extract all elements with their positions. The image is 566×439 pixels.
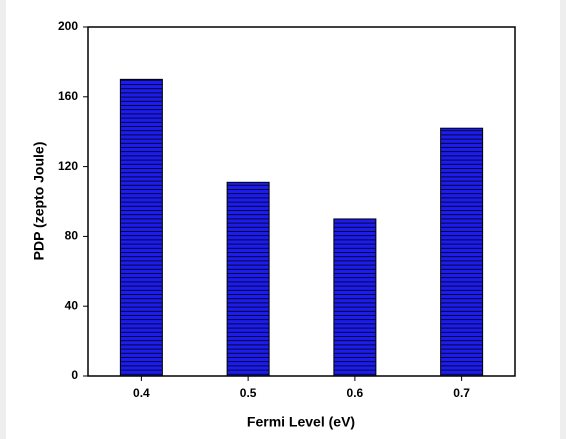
x-tick-label: 0.5 — [240, 386, 257, 400]
bar — [119, 78, 163, 377]
y-tick-label: 80 — [65, 229, 79, 243]
y-tick-label: 160 — [58, 89, 78, 103]
bar — [333, 218, 377, 377]
y-tick-label: 0 — [71, 368, 78, 382]
bar — [440, 127, 484, 377]
plot-frame — [87, 26, 516, 377]
x-tick-label: 0.6 — [347, 386, 364, 400]
y-axis-title: PDP (zepto Joule) — [31, 142, 47, 261]
y-tick-label: 120 — [58, 159, 78, 173]
x-tick-label: 0.4 — [133, 386, 150, 400]
x-axis-title: Fermi Level (eV) — [247, 414, 355, 430]
y-tick-label: 200 — [58, 19, 78, 33]
x-tick-label: 0.7 — [453, 386, 470, 400]
y-tick-label: 40 — [65, 298, 79, 312]
bar — [226, 181, 270, 377]
